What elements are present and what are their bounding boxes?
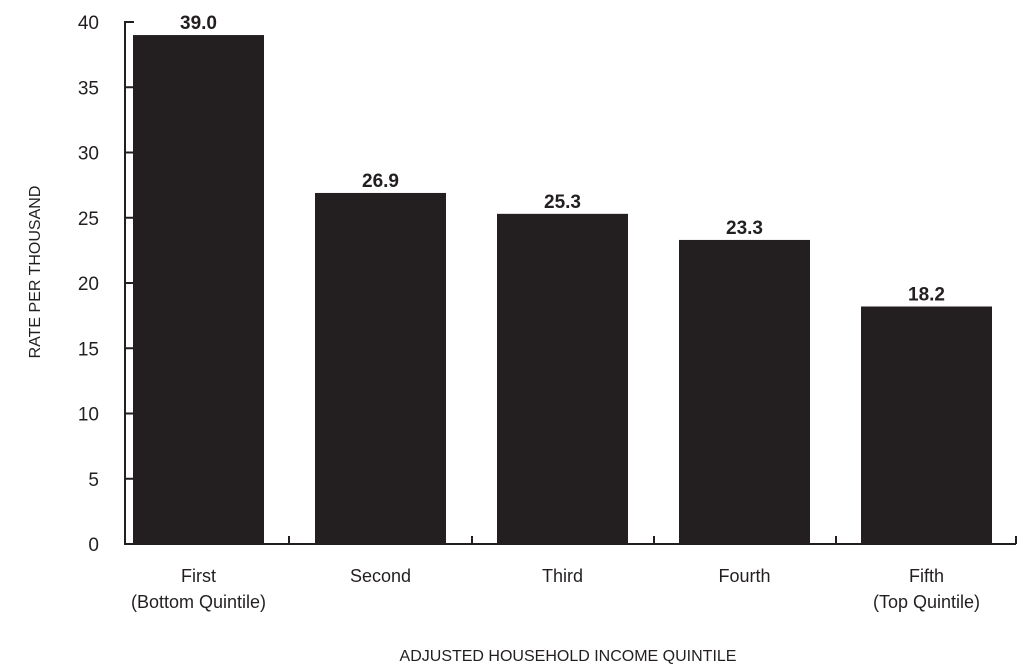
bar-value-label: 26.9 [362, 171, 399, 192]
y-tick-label: 15 [78, 339, 99, 360]
y-tick-label: 30 [78, 144, 99, 165]
category-labels: First (Bottom Quintile) Second Third Fourth F… [131, 566, 980, 612]
y-axis-title: RATE PER THOUSAND [27, 186, 44, 359]
x-tick-label: Fifth [909, 566, 944, 586]
x-tick-label: First [181, 566, 216, 586]
bar [861, 306, 992, 544]
y-tick-label: 10 [78, 405, 99, 426]
bar-value-label: 23.3 [726, 218, 763, 239]
x-tick-label: Second [350, 566, 411, 586]
y-tick-label: 35 [78, 78, 99, 99]
bar [497, 213, 628, 544]
y-tick-label: 40 [78, 13, 99, 34]
y-tick-label: 0 [88, 535, 99, 556]
x-tick-label: (Top Quintile) [873, 592, 980, 612]
bar-value-label: 25.3 [544, 192, 581, 213]
y-axis: 0 5 10 15 20 25 30 35 40 [78, 13, 134, 556]
bar-value-label: 18.2 [908, 284, 945, 305]
y-tick-label: 5 [88, 470, 99, 491]
bars [133, 35, 992, 545]
x-axis-title: ADJUSTED HOUSEHOLD INCOME QUINTILE [400, 648, 737, 665]
x-tick-label: Third [542, 566, 583, 586]
bar-value-label: 39.0 [180, 13, 217, 34]
y-tick-label: 25 [78, 209, 99, 230]
bar [133, 35, 264, 545]
value-labels: 39.0 26.9 25.3 23.3 18.2 [180, 13, 945, 305]
x-tick-label: (Bottom Quintile) [131, 592, 266, 612]
bar [315, 192, 446, 544]
bar [679, 239, 810, 544]
x-tick-label: Fourth [718, 566, 770, 586]
y-tick-label: 20 [78, 274, 99, 295]
